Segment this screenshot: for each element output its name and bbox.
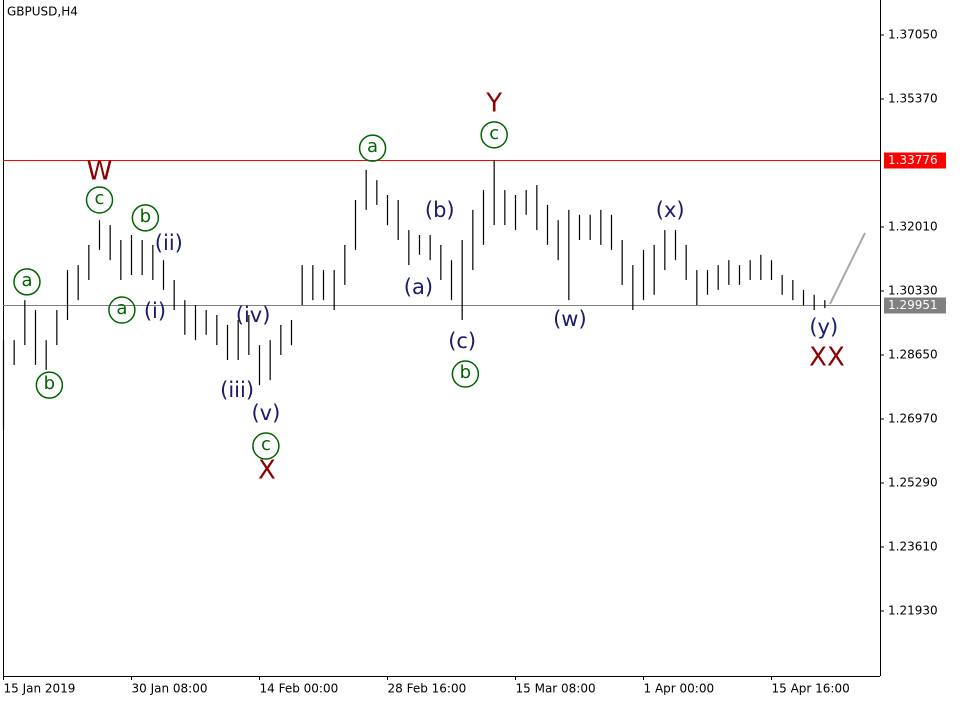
wave-circle — [480, 121, 508, 149]
y-tick-label: 1.25290 — [888, 476, 938, 490]
wave-label: W — [87, 157, 113, 187]
wave-label: c — [95, 188, 105, 209]
wave-circle — [131, 204, 160, 232]
wave-label: (x) — [656, 198, 685, 222]
wave-circle — [358, 134, 387, 162]
price-tag — [884, 297, 946, 314]
y-tick-label: 1.23610 — [888, 540, 938, 554]
wave-label: (iv) — [236, 303, 271, 327]
y-tick-label: 1.21930 — [888, 604, 938, 618]
wave-label: (ii) — [155, 231, 183, 255]
projection-line — [829, 232, 866, 305]
x-tick-label: 15 Mar 08:00 — [516, 682, 596, 696]
wave-circle — [35, 371, 64, 399]
x-tick-label: 15 Apr 16:00 — [772, 682, 850, 696]
wave-label: X — [258, 456, 276, 486]
price-tag-label: 1.29951 — [888, 298, 938, 312]
y-tick-label: 1.37050 — [888, 28, 938, 42]
x-tick-label: 1 Apr 00:00 — [644, 682, 715, 696]
wave-label: XX — [809, 343, 845, 373]
wave-label: (c) — [448, 329, 476, 353]
y-tick-label: 1.35370 — [888, 92, 938, 106]
price-tag — [884, 152, 946, 169]
wave-label: Y — [485, 88, 502, 118]
wave-circle — [13, 268, 41, 296]
wave-label: (w) — [553, 307, 587, 331]
wave-label: (i) — [144, 299, 166, 323]
wave-label: (y) — [809, 315, 838, 339]
wave-circle — [108, 296, 136, 324]
symbol: GBPUSD,H4 — [7, 5, 78, 19]
wave-label: b — [140, 206, 151, 227]
wave-label: a — [367, 136, 378, 157]
wave-label: b — [44, 373, 55, 394]
price-tag-label: 1.33776 — [888, 153, 938, 167]
wave-label: a — [116, 298, 127, 319]
x-tick-label: 15 Jan 2019 — [4, 682, 76, 696]
x-tick-label: 14 Feb 00:00 — [260, 682, 339, 696]
y-tick-label: 1.26970 — [888, 412, 938, 426]
wave-circle — [85, 186, 114, 214]
wave-circle — [252, 432, 280, 460]
x-tick-label: 30 Jan 08:00 — [132, 682, 208, 696]
wave-circle — [451, 360, 480, 388]
wave-label: c — [489, 123, 499, 144]
wave-label: a — [21, 270, 32, 291]
wave-label: c — [261, 434, 271, 455]
wave-label: (v) — [251, 401, 280, 425]
wave-label: (b) — [425, 198, 455, 222]
x-tick-label: 28 Feb 16:00 — [388, 682, 467, 696]
wave-label: (iii) — [220, 378, 254, 402]
y-tick-label: 1.30330 — [888, 284, 938, 298]
wave-label: b — [460, 362, 471, 383]
y-tick-label: 1.32010 — [888, 220, 938, 234]
wave-label: (a) — [404, 275, 433, 299]
y-tick-label: 1.28650 — [888, 348, 938, 362]
